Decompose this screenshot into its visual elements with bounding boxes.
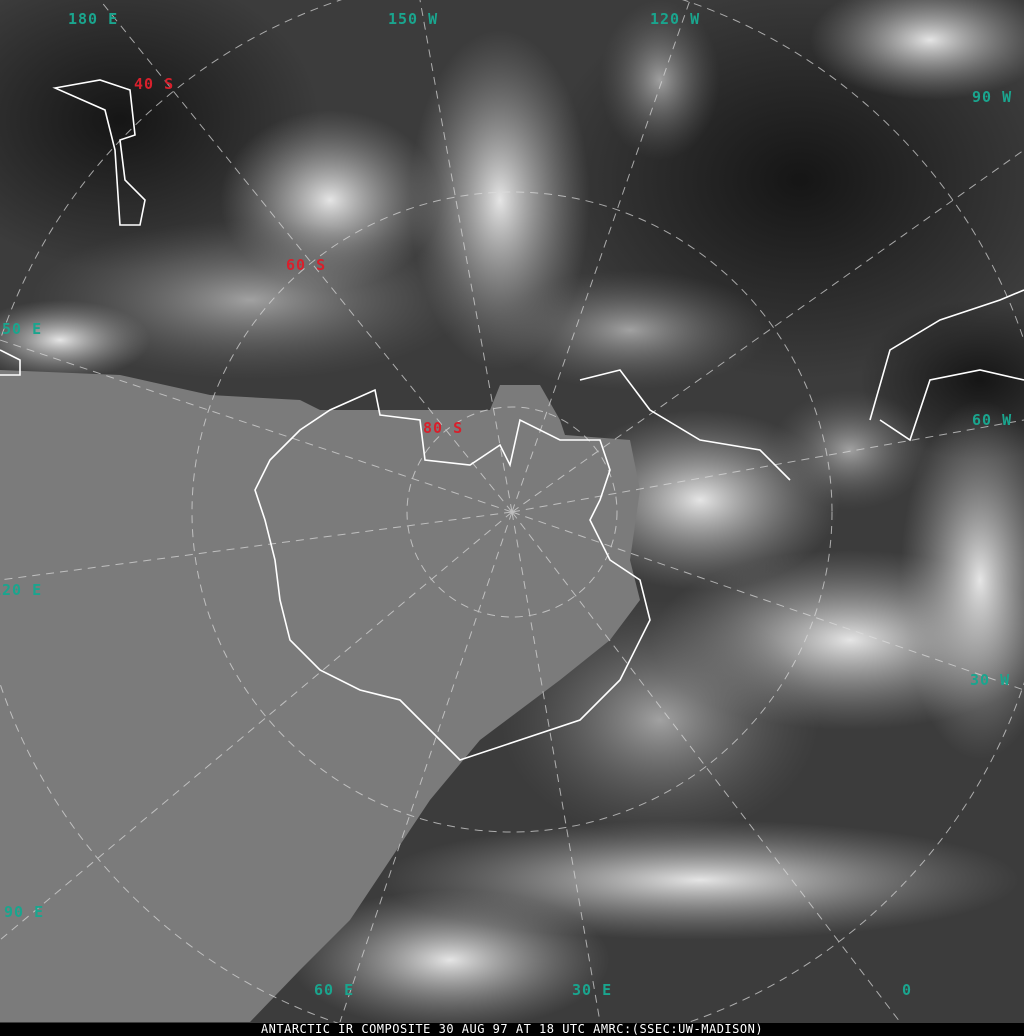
longitude-label-30w: 30 W — [970, 671, 1011, 689]
longitude-label-0: 0 — [902, 981, 913, 999]
coastline — [0, 79, 1024, 761]
image-caption: ANTARCTIC IR COMPOSITE 30 AUG 97 AT 18 U… — [0, 1023, 1024, 1036]
longitude-label-180e: 180 E — [68, 10, 119, 28]
latitude-label-60s: 60 S — [286, 256, 327, 274]
longitude-label-120w: 120 W — [650, 10, 701, 28]
no-data-region — [0, 370, 640, 1022]
longitude-label-90e: 90 E — [4, 903, 45, 921]
longitude-label-60e: 60 E — [314, 981, 355, 999]
latitude-label-40s: 40 S — [134, 75, 175, 93]
longitude-label-150e: 150 E — [0, 320, 43, 338]
latitude-label-80s: 80 S — [423, 419, 464, 437]
longitude-label-150w: 150 W — [388, 10, 439, 28]
longitude-label-30e: 30 E — [572, 981, 613, 999]
longitude-label-60w: 60 W — [972, 411, 1013, 429]
longitude-label-120e: 120 E — [0, 581, 43, 599]
longitude-label-90w: 90 W — [972, 88, 1013, 106]
